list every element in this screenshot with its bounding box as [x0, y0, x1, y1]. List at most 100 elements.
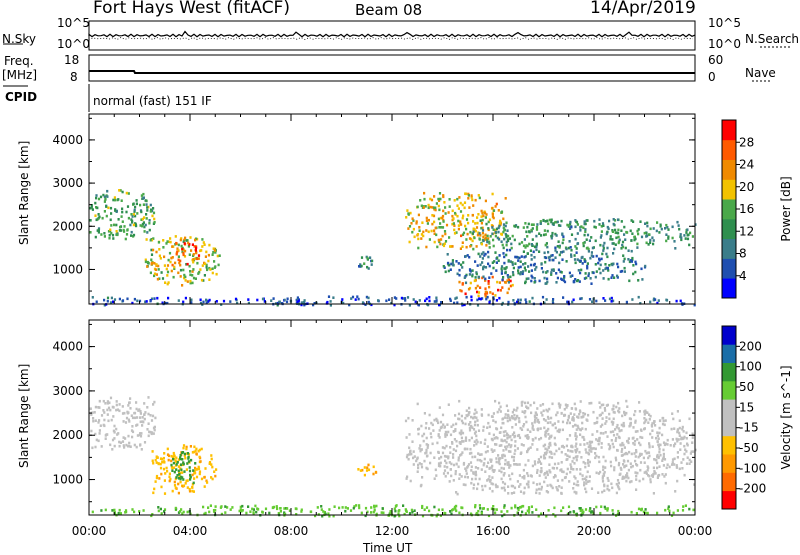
velocity-cell	[482, 463, 485, 467]
velocity-cell	[612, 512, 615, 516]
power-cell	[98, 215, 101, 219]
velocity-cell	[678, 431, 681, 435]
velocity-cell	[555, 486, 558, 489]
velocity-cell	[638, 401, 641, 404]
velocity-cell	[493, 508, 496, 511]
velocity-cell	[428, 413, 431, 417]
velocity-cell	[620, 450, 623, 453]
velocity-cell	[568, 455, 571, 459]
power-cell	[587, 250, 590, 253]
velocity-cell	[484, 438, 487, 442]
power-ytick-label: 4000	[52, 133, 83, 147]
power-cell	[481, 231, 484, 235]
velocity-cell	[370, 506, 373, 509]
power-cell	[174, 261, 177, 265]
power-cell	[467, 197, 470, 200]
power-cell	[153, 217, 156, 221]
power-cell	[612, 252, 615, 255]
velocity-cell	[575, 449, 578, 452]
velocity-cell	[627, 468, 630, 472]
power-cell	[561, 232, 564, 236]
velocity-cell	[549, 470, 552, 474]
velocity-cell	[486, 426, 489, 429]
velocity-cell	[498, 408, 501, 411]
velocity-cbar-label: -15	[739, 421, 759, 435]
velocity-cell	[620, 423, 623, 427]
velocity-cell	[128, 441, 131, 445]
velocity-cbar-label: -200	[739, 482, 766, 496]
power-cell	[632, 264, 635, 267]
velocity-cell	[526, 434, 529, 437]
power-cell	[550, 234, 553, 238]
velocity-cell	[568, 421, 571, 425]
velocity-cell	[118, 508, 121, 512]
power-cell	[465, 295, 468, 299]
power-cell	[454, 297, 457, 300]
power-cell	[595, 299, 598, 303]
power-cell	[511, 283, 514, 287]
power-cell	[153, 262, 156, 265]
velocity-cell	[598, 460, 601, 464]
velocity-cell	[456, 492, 459, 496]
velocity-cell	[147, 434, 150, 438]
velocity-cell	[666, 438, 669, 442]
power-cell	[532, 250, 535, 254]
velocity-cell	[122, 436, 125, 439]
velocity-cell	[691, 432, 694, 436]
velocity-cell	[548, 463, 551, 466]
velocity-cell	[612, 421, 615, 424]
velocity-cell	[575, 442, 578, 446]
power-cell	[608, 264, 611, 267]
velocity-cell	[548, 469, 551, 472]
velocity-cell	[461, 451, 464, 454]
power-cell	[213, 266, 216, 269]
velocity-cell	[405, 477, 408, 480]
velocity-cell	[89, 407, 92, 410]
power-cell	[602, 269, 605, 272]
velocity-cell	[587, 452, 591, 456]
power-cell	[486, 295, 489, 299]
velocity-cell	[599, 425, 602, 428]
velocity-cell	[204, 467, 207, 470]
power-cell	[117, 198, 120, 201]
power-cell	[583, 260, 587, 263]
power-cell	[484, 252, 487, 256]
power-cell	[467, 221, 470, 225]
velocity-cell	[100, 509, 103, 512]
power-cell	[402, 297, 405, 300]
velocity-cell	[484, 484, 487, 488]
velocity-cell	[102, 399, 105, 403]
velocity-cell	[498, 444, 501, 447]
velocity-cell	[471, 455, 474, 459]
velocity-cell	[436, 441, 439, 445]
power-cell	[542, 270, 545, 274]
velocity-cell	[438, 436, 441, 439]
velocity-cell	[500, 510, 503, 513]
velocity-cell	[634, 459, 637, 463]
power-cell	[113, 298, 117, 301]
power-cell	[683, 234, 686, 237]
velocity-cell	[573, 413, 576, 416]
power-cell	[247, 301, 250, 305]
velocity-cell	[439, 464, 442, 468]
power-cell	[590, 251, 593, 254]
velocity-cell	[608, 444, 612, 448]
power-cell	[647, 243, 650, 246]
velocity-cell	[224, 505, 227, 508]
velocity-cell	[468, 428, 472, 432]
power-cell	[492, 209, 496, 212]
velocity-cell	[503, 504, 506, 507]
velocity-cell	[617, 427, 620, 430]
velocity-colorbar-seg	[722, 490, 736, 510]
velocity-cell	[464, 436, 468, 439]
power-cell	[418, 226, 421, 229]
velocity-cell	[614, 456, 617, 460]
velocity-cell	[454, 414, 457, 417]
velocity-cell	[675, 464, 678, 467]
velocity-cell	[691, 436, 694, 439]
velocity-cell	[504, 439, 507, 442]
velocity-cell	[560, 411, 563, 415]
velocity-cell	[615, 405, 618, 409]
velocity-cell	[332, 514, 335, 518]
power-cell	[95, 206, 98, 209]
